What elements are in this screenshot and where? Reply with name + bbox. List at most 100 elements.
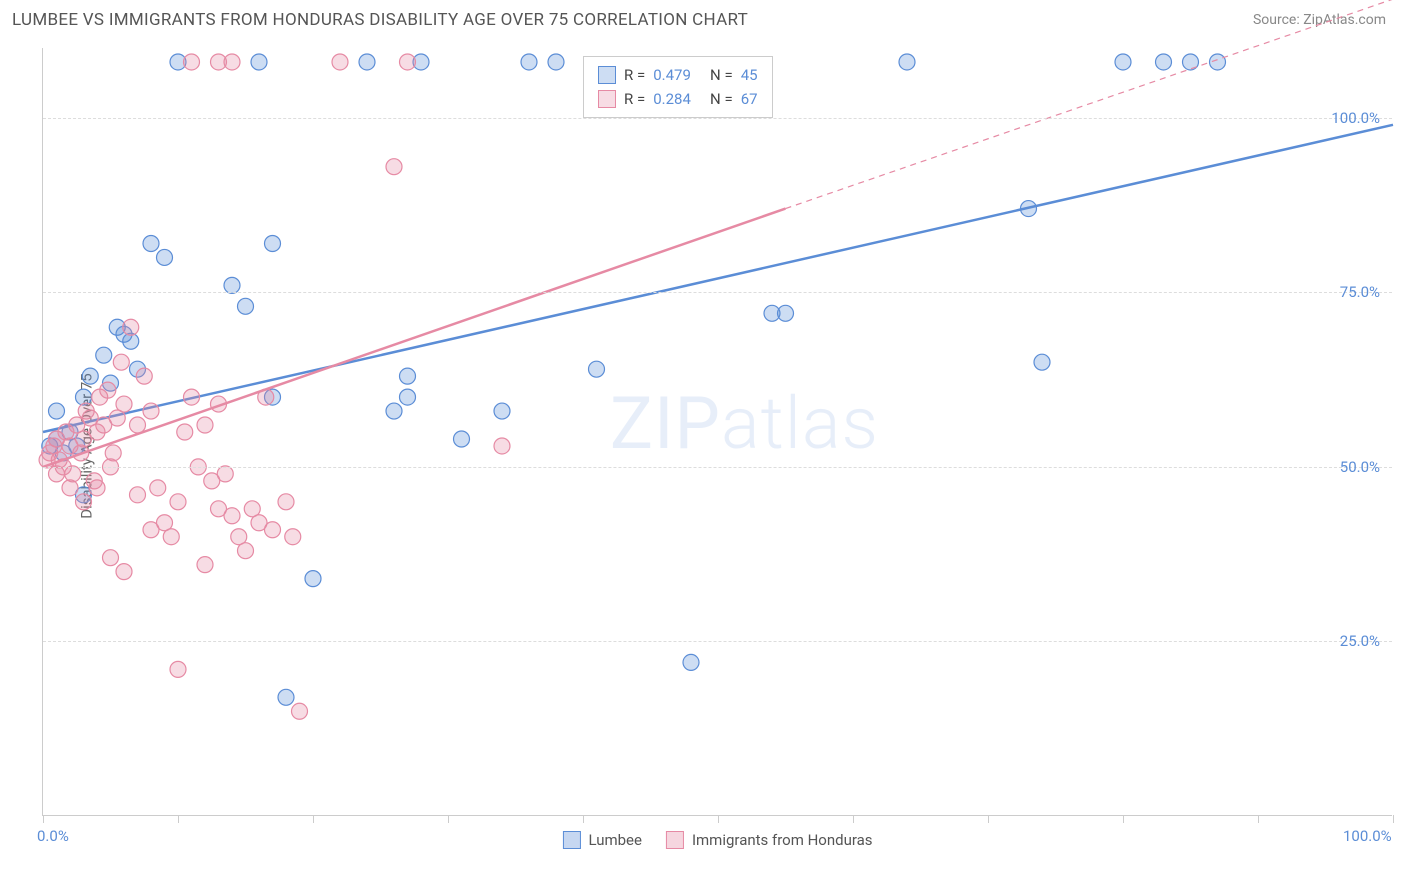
bottom-legend-item: Lumbee [562,831,642,849]
data-point [454,431,470,447]
y-tick-label: 25.0% [1340,632,1380,650]
data-point [521,54,537,70]
data-point [224,277,240,293]
bottom-legend-item: Immigrants from Honduras [666,831,873,849]
x-tick [718,815,719,823]
data-point [96,347,112,363]
data-point [105,445,121,461]
trend-line [43,125,1393,432]
data-point [65,466,81,482]
x-tick [1258,815,1259,823]
data-point [130,487,146,503]
y-tick-label: 100.0% [1331,109,1380,127]
data-point [386,159,402,175]
x-tick [853,815,854,823]
data-point [143,235,159,251]
data-point [62,480,78,496]
data-point [400,368,416,384]
data-point [224,508,240,524]
data-point [197,417,213,433]
data-point [49,403,65,419]
source-label: Source: ZipAtlas.com [1253,12,1386,28]
stats-legend-row: R = 0.479 N = 45 [598,63,758,87]
data-point [1115,54,1131,70]
data-point [400,389,416,405]
data-point [177,424,193,440]
x-tick [178,815,179,823]
data-point [76,389,92,405]
data-point [224,54,240,70]
y-tick-label: 75.0% [1340,283,1380,301]
legend-swatch [598,90,616,108]
gridline [43,292,1392,293]
data-point [359,54,375,70]
data-point [143,403,159,419]
plot-svg [43,48,1392,815]
data-point [150,480,166,496]
data-point [157,249,173,265]
data-point [116,396,132,412]
data-point [82,368,98,384]
x-tick [1393,815,1394,823]
data-point [49,466,65,482]
data-point [100,382,116,398]
legend-swatch [666,831,684,849]
data-point [400,54,416,70]
data-point [184,389,200,405]
data-point [285,529,301,545]
data-point [238,298,254,314]
stats-legend: R = 0.479 N = 45R = 0.284 N = 67 [583,56,773,118]
data-point [548,54,564,70]
data-point [143,522,159,538]
legend-swatch [562,831,580,849]
data-point [163,529,179,545]
data-point [130,417,146,433]
data-point [170,494,186,510]
data-point [278,494,294,510]
data-point [251,54,267,70]
legend-swatch [598,66,616,84]
data-point [778,305,794,321]
x-tick [1123,815,1124,823]
data-point [265,522,281,538]
data-point [589,361,605,377]
data-point [494,438,510,454]
gridline [43,641,1392,642]
data-point [76,494,92,510]
data-point [494,403,510,419]
x-tick-label: 0.0% [37,827,69,845]
data-point [683,654,699,670]
data-point [1210,54,1226,70]
data-point [123,319,139,335]
chart-area: ZIPatlas R = 0.479 N = 45R = 0.284 N = 6… [42,48,1392,816]
data-point [170,661,186,677]
data-point [184,54,200,70]
data-point [292,703,308,719]
x-tick [583,815,584,823]
data-point [305,571,321,587]
gridline [43,467,1392,468]
data-point [386,403,402,419]
data-point [278,689,294,705]
x-tick [988,815,989,823]
stats-legend-row: R = 0.284 N = 67 [598,87,758,111]
y-tick-label: 50.0% [1340,458,1380,476]
chart-title: LUMBEE VS IMMIGRANTS FROM HONDURAS DISAB… [12,10,748,30]
x-tick-label: 100.0% [1343,827,1392,845]
data-point [103,550,119,566]
x-tick [43,815,44,823]
data-point [265,235,281,251]
data-point [899,54,915,70]
data-point [217,466,233,482]
data-point [136,368,152,384]
data-point [89,480,105,496]
x-tick [448,815,449,823]
data-point [1034,354,1050,370]
data-point [1156,54,1172,70]
data-point [116,564,132,580]
trend-line-dashed [786,0,1394,209]
data-point [238,543,254,559]
data-point [197,557,213,573]
bottom-legend: Lumbee Immigrants from Honduras [562,831,872,849]
data-point [332,54,348,70]
